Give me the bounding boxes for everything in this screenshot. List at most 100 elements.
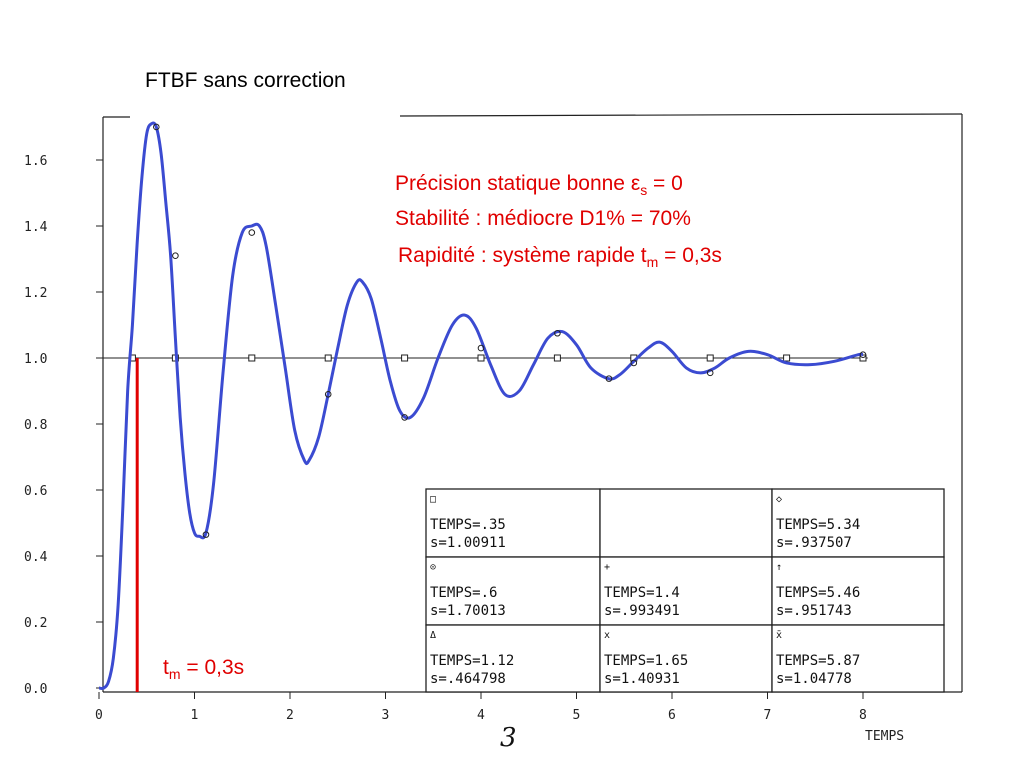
y-tick-label: 1.6	[24, 154, 47, 169]
response-marker	[630, 359, 638, 367]
stability-annotation: Stabilité : médiocre D1% = 70%	[395, 207, 691, 230]
x-tick-label: 2	[286, 708, 294, 723]
y-tick-label: 0.8	[24, 418, 47, 433]
table-cell: ↑ TEMPS=5.46 s=.951743	[771, 556, 945, 626]
table-cell: □ TEMPS=.35 s=1.00911	[425, 488, 601, 558]
x-tick-label: 4	[477, 708, 485, 723]
x-tick-label: 5	[573, 708, 581, 723]
rapidity-prefix: Rapidité : système rapide t	[398, 244, 647, 267]
x-tick-label: 3	[382, 708, 390, 723]
response-marker	[248, 229, 256, 236]
table-cell-symbol: x̄	[776, 630, 782, 641]
table-cell-value: s=.951743	[776, 603, 852, 619]
response-marker	[706, 369, 714, 377]
response-marker	[401, 414, 408, 421]
table-cell-temps: TEMPS=5.46	[776, 585, 860, 601]
reference-marker	[477, 354, 485, 362]
table-cell-symbol: Δ	[430, 630, 436, 641]
precision-symbol: ε	[631, 172, 640, 195]
y-tick-label: 1.4	[24, 220, 48, 235]
tm-annotation: tm = 0,3s	[163, 656, 244, 682]
table-cell: x TEMPS=1.65 s=1.40931	[599, 624, 773, 693]
table-cell-border	[599, 556, 773, 626]
y-tick-label: 1.0	[24, 352, 47, 367]
table-cell-temps: TEMPS=1.12	[430, 653, 514, 669]
series-line	[98, 121, 864, 690]
precision-suffix: = 0	[647, 172, 683, 195]
data-table: □ TEMPS=.35 s=1.00911 ◇ TEMPS=5.34 s=.937507 ⊙…	[425, 488, 945, 693]
reference-marker	[783, 354, 791, 362]
response-marker	[202, 531, 210, 538]
table-cell-symbol: ↑	[776, 562, 782, 573]
precision-prefix: Précision statique bonne	[395, 172, 631, 195]
table-cell-value: s=1.40931	[604, 671, 680, 687]
x-tick-label: 0	[95, 708, 103, 723]
table-cell: Δ TEMPS=1.12 s=.464798	[425, 624, 601, 693]
reference-marker	[401, 354, 409, 362]
rapidity-suffix: = 0,3s	[658, 244, 722, 267]
table-cell-temps: TEMPS=5.34	[776, 517, 860, 533]
rapidity-annotation: Rapidité : système rapide tm = 0,3s	[398, 244, 722, 270]
table-cell-value: s=1.70013	[430, 603, 506, 619]
table-cell	[599, 488, 773, 558]
x-tick-label: 1	[191, 708, 199, 723]
table-cell-value: s=1.00911	[430, 535, 506, 551]
tm-suffix: = 0,3s	[181, 656, 245, 679]
reference-marker	[324, 354, 332, 362]
table-cell-border	[771, 624, 945, 693]
table-cell-value: s=.937507	[776, 535, 852, 551]
table-cell: x̄ TEMPS=5.87 s=1.04778	[771, 624, 945, 693]
response-marker	[554, 329, 561, 337]
x-tick-label: 8	[859, 708, 867, 723]
table-cell-symbol: □	[430, 494, 436, 505]
table-cell-border	[599, 488, 773, 558]
precision-annotation: Précision statique bonne εs = 0	[395, 172, 683, 198]
response-marker	[477, 344, 485, 352]
rapidity-subscript: m	[647, 254, 659, 270]
table-cell: ⊙ TEMPS=.6 s=1.70013	[425, 556, 601, 626]
table-cell-temps: TEMPS=5.87	[776, 653, 860, 669]
table-cell-symbol: ⊙	[430, 562, 436, 573]
response-marker	[324, 391, 332, 398]
precision-subscript: s	[640, 182, 647, 198]
response-marker	[172, 252, 179, 259]
y-axis-ticks: 0.0 0.2 0.4 0.6 0.8 1.0 1.2 1.4 1.6	[24, 154, 103, 697]
x-axis-ticks: 0 1 2 3 4 5 6 7 8	[95, 692, 867, 723]
table-cell: + TEMPS=1.4 s=.993491	[599, 556, 773, 626]
table-cell-temps: TEMPS=.35	[430, 517, 506, 533]
table-cell-temps: TEMPS=1.65	[604, 653, 688, 669]
y-tick-label: 0.6	[24, 484, 47, 499]
y-tick-label: 0.2	[24, 616, 47, 631]
table-cell-border	[771, 556, 945, 626]
table-cell-temps: TEMPS=1.4	[604, 585, 680, 601]
chart-title: FTBF sans correction	[145, 69, 346, 92]
y-tick-label: 0.0	[24, 682, 47, 697]
reference-marker	[553, 354, 561, 362]
page-number: 3	[500, 723, 517, 753]
table-cell-border	[425, 556, 601, 626]
table-cell-border	[599, 624, 773, 693]
table-cell-value: s=1.04778	[776, 671, 852, 687]
frame-top-right	[399, 113, 963, 117]
table-cell-border	[771, 488, 945, 558]
response-marker	[605, 375, 613, 382]
table-cell-symbol: +	[604, 562, 610, 573]
x-axis-label: TEMPS	[865, 729, 904, 744]
response-markers	[153, 123, 867, 538]
reference-marker	[248, 354, 256, 362]
x-tick-label: 7	[764, 708, 772, 723]
table-cell-value: s=.993491	[604, 603, 680, 619]
table-cell-border	[425, 624, 601, 693]
table-cell-symbol: ◇	[776, 494, 782, 505]
response-marker	[859, 351, 867, 359]
x-tick-label: 6	[668, 708, 676, 723]
response-marker	[153, 123, 160, 131]
y-tick-label: 1.2	[24, 286, 47, 301]
table-cell: ◇ TEMPS=5.34 s=.937507	[771, 488, 945, 558]
table-cell-symbol: x	[604, 630, 610, 641]
reference-marker	[706, 354, 714, 362]
tm-prefix: t	[163, 656, 169, 679]
y-tick-label: 0.4	[24, 550, 48, 565]
tm-subscript: m	[169, 666, 181, 682]
